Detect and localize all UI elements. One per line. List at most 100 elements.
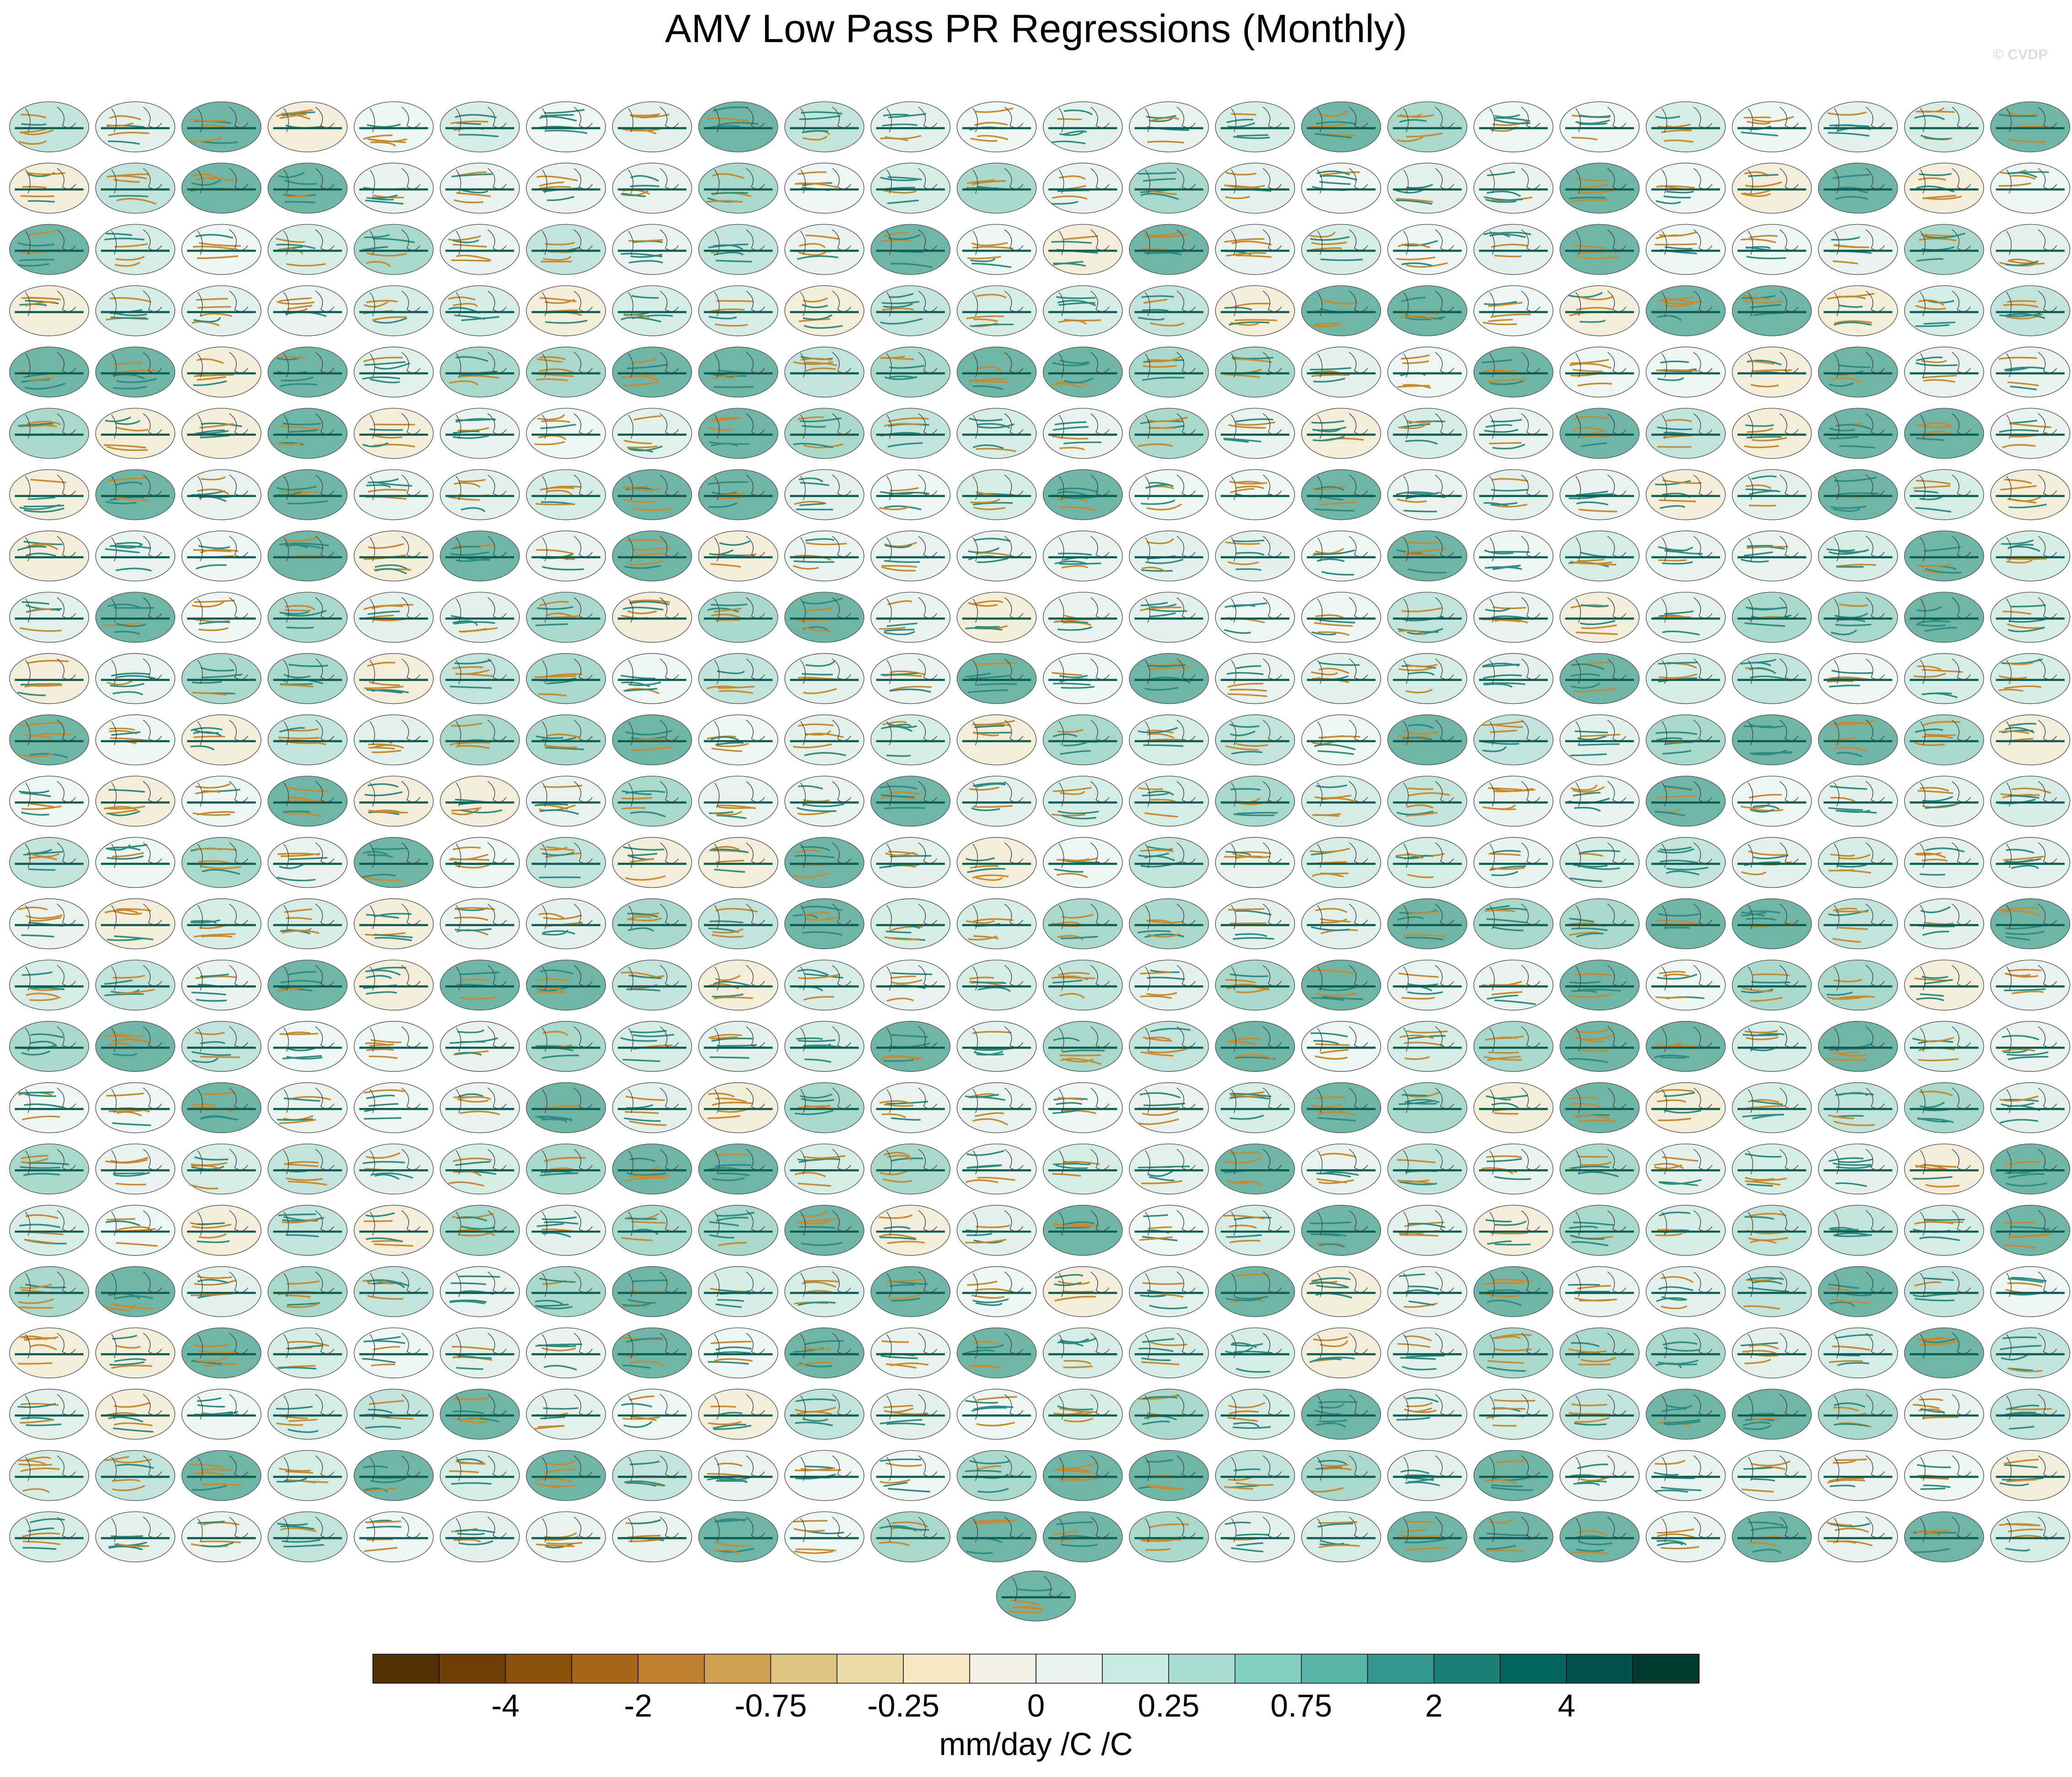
map-pattern <box>2006 1051 2049 1056</box>
map-coast <box>1576 965 1626 991</box>
map-pattern <box>374 568 407 575</box>
map-pattern <box>967 256 1001 259</box>
map-pattern <box>114 261 140 267</box>
map-pattern <box>1149 1176 1175 1182</box>
map-pattern <box>1148 426 1176 429</box>
map-globe <box>1387 224 1468 275</box>
map-coast <box>972 781 1024 807</box>
map-pattern <box>1570 993 1611 998</box>
map-coast <box>886 1087 938 1113</box>
map-globe <box>9 1388 89 1440</box>
map-pattern <box>1051 241 1092 244</box>
map-pattern <box>197 488 229 495</box>
map-pattern <box>1230 688 1267 692</box>
map-pattern <box>1920 1487 1946 1490</box>
map-pattern <box>1407 991 1443 995</box>
map-pattern <box>1318 1179 1354 1184</box>
map-pattern <box>713 981 754 988</box>
map-pattern <box>1229 321 1270 326</box>
map-coast <box>1576 229 1626 255</box>
map-globe <box>1129 346 1209 398</box>
map-pattern <box>1225 171 1257 176</box>
map-pattern <box>104 909 139 914</box>
map-panel <box>612 346 692 398</box>
map-pattern <box>1746 246 1771 249</box>
map-pattern <box>1232 356 1273 360</box>
map-pattern <box>1147 251 1182 256</box>
map-pattern <box>453 1157 492 1162</box>
map-pattern <box>972 385 1003 390</box>
map-pattern <box>796 807 836 812</box>
map-pattern <box>1149 666 1192 670</box>
map-pattern <box>883 302 913 308</box>
map-pattern <box>23 1172 60 1176</box>
map-pattern <box>538 435 567 440</box>
map-pattern <box>1062 130 1087 135</box>
map-pattern <box>1750 997 1783 1002</box>
map-panel <box>698 285 778 336</box>
map-pattern <box>1322 995 1364 1000</box>
map-panel <box>698 162 778 214</box>
map-panel <box>1387 1082 1468 1134</box>
map-globe <box>698 776 778 827</box>
map-pattern <box>1830 506 1867 509</box>
map-pattern <box>1405 547 1446 553</box>
map-coast <box>1403 781 1454 807</box>
map-panel <box>1129 1082 1209 1134</box>
map-pattern <box>190 1161 227 1166</box>
map-pattern <box>1580 850 1620 854</box>
map-pattern <box>1655 811 1685 816</box>
map-pattern <box>708 1092 735 1098</box>
map-panel <box>1301 162 1381 214</box>
map-pattern <box>194 600 235 603</box>
map-pattern <box>1916 606 1942 612</box>
map-pattern <box>1408 420 1446 424</box>
map-panel <box>698 530 778 582</box>
map-pattern <box>281 684 314 688</box>
map-pattern <box>1656 919 1695 924</box>
map-pattern <box>1142 365 1177 368</box>
map-globe <box>354 898 434 950</box>
map-pattern <box>1319 175 1358 181</box>
map-globe <box>440 285 520 336</box>
map-coast <box>1317 658 1368 684</box>
map-panel <box>1732 1388 1812 1440</box>
map-pattern <box>1057 729 1084 733</box>
map-pattern <box>540 114 574 117</box>
map-pattern <box>629 600 670 603</box>
map-coast <box>1748 413 1799 439</box>
map-coast <box>628 1026 679 1052</box>
map-pattern <box>713 252 744 256</box>
map-globe <box>1904 346 1984 398</box>
map-coast <box>1576 781 1626 807</box>
map-coast <box>1748 597 1799 623</box>
map-pattern <box>1574 973 1613 976</box>
map-pattern <box>201 869 241 875</box>
map-coast <box>283 597 335 623</box>
map-coast <box>1489 719 1540 745</box>
map-pattern <box>1236 987 1270 994</box>
map-coast <box>283 413 335 439</box>
map-pattern <box>1569 980 1601 984</box>
map-pattern <box>1317 370 1345 376</box>
map-pattern <box>629 260 664 264</box>
map-pattern <box>110 316 148 320</box>
map-pattern <box>1147 729 1174 734</box>
map-panel <box>95 224 175 275</box>
map-globe <box>95 1143 175 1194</box>
map-pattern <box>26 914 63 919</box>
map-pattern <box>1492 926 1524 931</box>
map-pattern <box>1316 323 1342 326</box>
watermark: © CVDP <box>1993 46 2048 63</box>
map-coast <box>972 965 1024 991</box>
map-coast <box>1920 535 1971 562</box>
map-panel <box>1646 162 1726 214</box>
map-coast <box>1231 352 1282 378</box>
map-globe <box>1129 1143 1209 1194</box>
map-pattern <box>104 444 146 449</box>
map-panel <box>1559 1450 1640 1501</box>
map-pattern <box>537 987 564 992</box>
map-globe <box>1559 959 1640 1011</box>
map-pattern <box>631 295 659 299</box>
map-globe <box>9 1082 89 1134</box>
